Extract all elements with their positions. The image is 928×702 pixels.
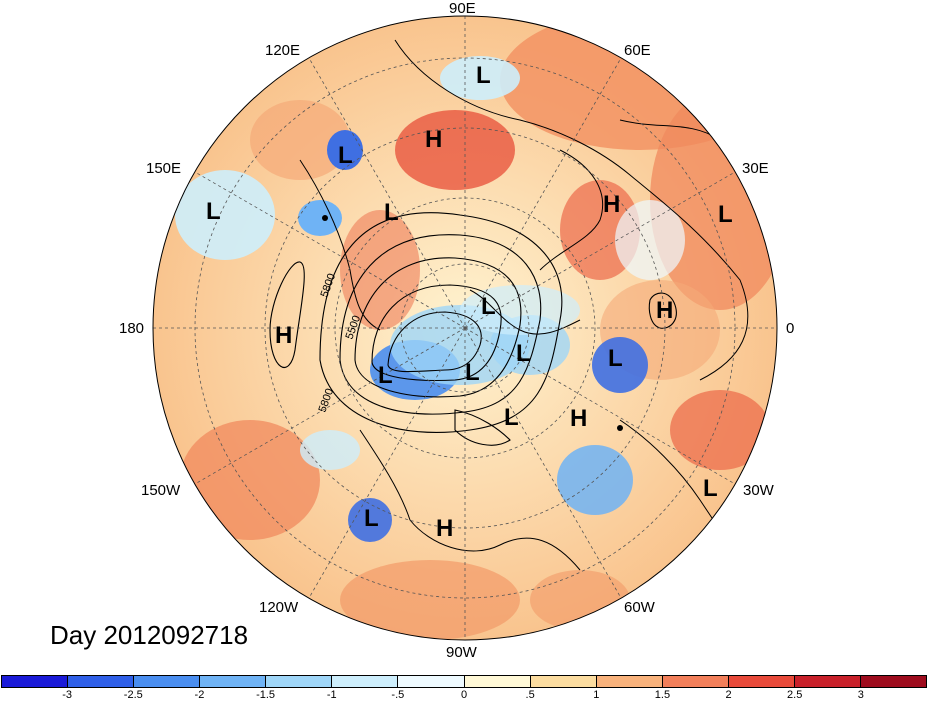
pressure-center-label: L [608,345,623,372]
pressure-center-label: H [603,191,620,218]
pressure-center-label: L [364,505,379,532]
height-contours [269,212,677,446]
colorbar-labels: -3 -2.5 -2 -1.5 -1 -.5 0 .5 1 1.5 2 2.5 3 [0,689,928,702]
lon-label-90e: 90E [449,0,476,17]
pressure-center-label: L [476,62,491,89]
colorbar-swatch [464,676,531,687]
pressure-center-label: H [656,297,673,324]
lon-label-90w: 90W [446,644,477,661]
colorbar-tick-label: 0 [460,689,468,701]
colorbar-swatch [398,676,465,687]
pressure-center-label: L [504,404,519,431]
pressure-center-group: L H L L L H L H L H L L L L L H L L H [206,62,733,542]
lon-label-30e: 30E [742,160,769,177]
lon-label-150w: 150W [141,482,181,499]
colorbar-tick-label: -1.5 [256,689,276,701]
colorbar-swatch [596,676,663,687]
pressure-center-label: L [718,201,733,228]
pressure-center-label: H [275,322,292,349]
pressure-center-label: L [206,198,221,225]
lon-label-60e: 60E [624,42,651,59]
colorbar-swatch [200,676,267,687]
pressure-center-label: L [465,359,480,386]
center-dot [617,425,623,431]
colorbar-tick-label: -1 [326,689,337,701]
anomaly-field [153,16,777,640]
colorbar-swatch [266,676,333,687]
lon-label-0: 0 [786,320,795,337]
pressure-center-label: L [516,340,531,367]
pressure-center-label: L [481,293,496,320]
colorbar-tick-label: -3 [62,689,73,701]
colorbar-swatch [68,676,135,687]
colorbar-swatch [794,676,862,687]
center-dot [322,215,328,221]
colorbar [1,675,927,688]
colorbar-swatch [861,676,927,687]
pressure-center-label: H [436,515,453,542]
lon-label-180: 180 [119,320,145,337]
colorbar-swatch [662,676,729,687]
colorbar-tick-label: 2 [725,689,732,701]
pressure-center-label: H [425,126,442,153]
pressure-center-label: L [338,142,353,169]
lon-label-150e: 150E [146,160,182,177]
map-title: Day 2012092718 [50,620,249,650]
colorbar-tick-label: 1.5 [654,689,671,701]
colorbar-tick-label: .5 [525,689,535,701]
lon-label-120w: 120W [259,599,299,616]
colorbar-tick-label: -2.5 [123,689,143,701]
colorbar-swatch [728,676,795,687]
graticule [153,16,777,640]
map-boundary [152,15,778,641]
pressure-center-label: L [384,199,399,226]
pressure-center-label: H [570,405,587,432]
colorbar-swatch [2,676,69,687]
lon-label-30w: 30W [743,482,774,499]
colorbar-tick-label: 2.5 [787,689,803,701]
colorbar-swatch [530,676,597,687]
lon-label-60w: 60W [624,599,655,616]
colorbar-swatch [134,676,201,687]
colorbar-tick-label: 1 [593,689,600,701]
colorbar-tick-label: -2 [194,689,205,701]
colorbar-tick-label: 3 [857,689,864,701]
colorbar-swatch [332,676,399,687]
colorbar-tick-label: -.5 [391,689,405,701]
lon-label-120e: 120E [265,42,301,59]
pressure-center-label: L [378,362,393,389]
pressure-center-label: L [703,475,718,502]
